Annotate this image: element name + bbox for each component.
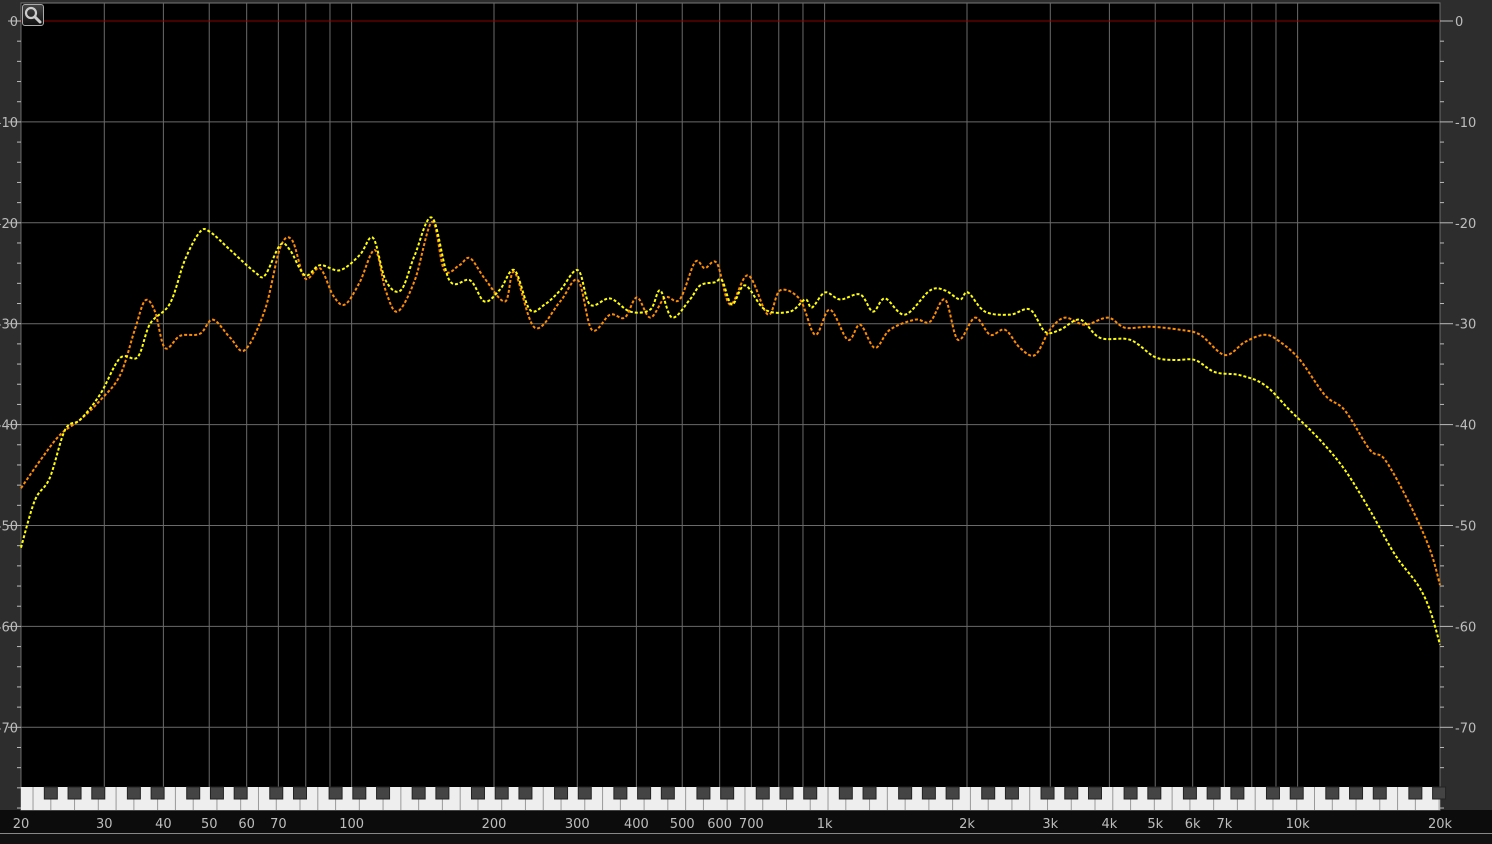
black-key [376, 786, 391, 800]
black-key [838, 786, 853, 800]
x-tick-label: 20 [13, 817, 30, 832]
y-tick-label-right: -60 [1455, 620, 1476, 635]
black-key [696, 786, 711, 800]
black-key [1372, 786, 1387, 800]
y-tick-label-left: -20 [0, 217, 18, 232]
y-tick-label-left: -10 [0, 116, 18, 131]
x-tick-label: 6k [1185, 817, 1201, 832]
magnifier-icon [24, 6, 42, 24]
black-key [1147, 786, 1162, 800]
piano-keyboard [21, 786, 1447, 810]
x-tick-label: 70 [270, 817, 287, 832]
x-tick-label: 7k [1216, 817, 1232, 832]
black-key [779, 786, 794, 800]
black-key [91, 786, 106, 800]
y-tick-label-left: -60 [0, 620, 18, 635]
black-key [637, 786, 652, 800]
black-key [328, 786, 343, 800]
black-key [1325, 786, 1340, 800]
black-key [1289, 786, 1304, 800]
y-tick-label-left: 0 [10, 15, 18, 30]
black-key [1408, 786, 1423, 800]
black-key [1004, 786, 1019, 800]
x-tick-label: 3k [1042, 817, 1058, 832]
black-key [518, 786, 533, 800]
black-key [43, 786, 58, 800]
black-key [1182, 786, 1197, 800]
x-tick-label: 1k [817, 817, 833, 832]
x-tick-label: 30 [96, 817, 113, 832]
black-key [1123, 786, 1138, 800]
black-key [352, 786, 367, 800]
x-tick-label: 100 [339, 817, 364, 832]
black-key [186, 786, 201, 800]
black-key [554, 786, 569, 800]
black-key [1206, 786, 1221, 800]
x-tick-label: 10k [1286, 817, 1311, 832]
black-key [720, 786, 735, 800]
black-key [921, 786, 936, 800]
y-tick-label-right: -10 [1455, 116, 1476, 131]
black-key [1349, 786, 1364, 800]
plot-area [20, 2, 1441, 811]
black-key [1040, 786, 1055, 800]
x-tick-label: 20k [1428, 817, 1453, 832]
x-tick-label: 400 [624, 817, 649, 832]
x-tick-label: 4k [1101, 817, 1117, 832]
x-tick-label: 60 [238, 817, 255, 832]
x-tick-label: 500 [670, 817, 695, 832]
y-tick-label-left: -30 [0, 318, 18, 333]
black-key [126, 786, 141, 800]
bottom-strip [0, 833, 1492, 844]
black-key [945, 786, 960, 800]
black-key [755, 786, 770, 800]
y-tick-label-left: -40 [0, 419, 18, 434]
x-tick-label: 50 [201, 817, 218, 832]
black-key [1087, 786, 1102, 800]
black-key [1265, 786, 1280, 800]
x-tick-label: 40 [155, 817, 172, 832]
x-axis-band [0, 810, 1492, 833]
x-tick-label: 200 [482, 817, 507, 832]
black-key [494, 786, 509, 800]
black-key [233, 786, 248, 800]
y-tick-label-left: -50 [0, 520, 18, 535]
black-key [150, 786, 165, 800]
black-key [577, 786, 592, 800]
series-line-0 [20, 220, 1441, 586]
series-line-1 [20, 216, 1441, 645]
y-tick-label-right: 0 [1455, 15, 1463, 30]
black-key [862, 786, 877, 800]
black-key [803, 786, 818, 800]
black-key [898, 786, 913, 800]
y-tick-label-right: -70 [1455, 721, 1476, 736]
black-key [209, 786, 224, 800]
y-tick-label-right: -40 [1455, 419, 1476, 434]
black-key [292, 786, 307, 800]
black-key [613, 786, 628, 800]
black-key [1432, 786, 1447, 800]
y-tick-label-right: -20 [1455, 217, 1476, 232]
y-tick-label-right: -30 [1455, 318, 1476, 333]
black-key [981, 786, 996, 800]
black-key [269, 786, 284, 800]
black-key [660, 786, 675, 800]
black-key [435, 786, 450, 800]
black-key [1064, 786, 1079, 800]
zoom-button[interactable] [22, 4, 44, 26]
black-key [1230, 786, 1245, 800]
black-key [411, 786, 426, 800]
y-tick-label-right: -50 [1455, 520, 1476, 535]
black-key [67, 786, 82, 800]
y-tick-label-left: -70 [0, 721, 18, 736]
x-tick-label: 2k [959, 817, 975, 832]
x-tick-label: 5k [1147, 817, 1163, 832]
x-tick-label: 600 [707, 817, 732, 832]
x-tick-label: 700 [739, 817, 764, 832]
black-key [470, 786, 485, 800]
x-tick-label: 300 [565, 817, 590, 832]
